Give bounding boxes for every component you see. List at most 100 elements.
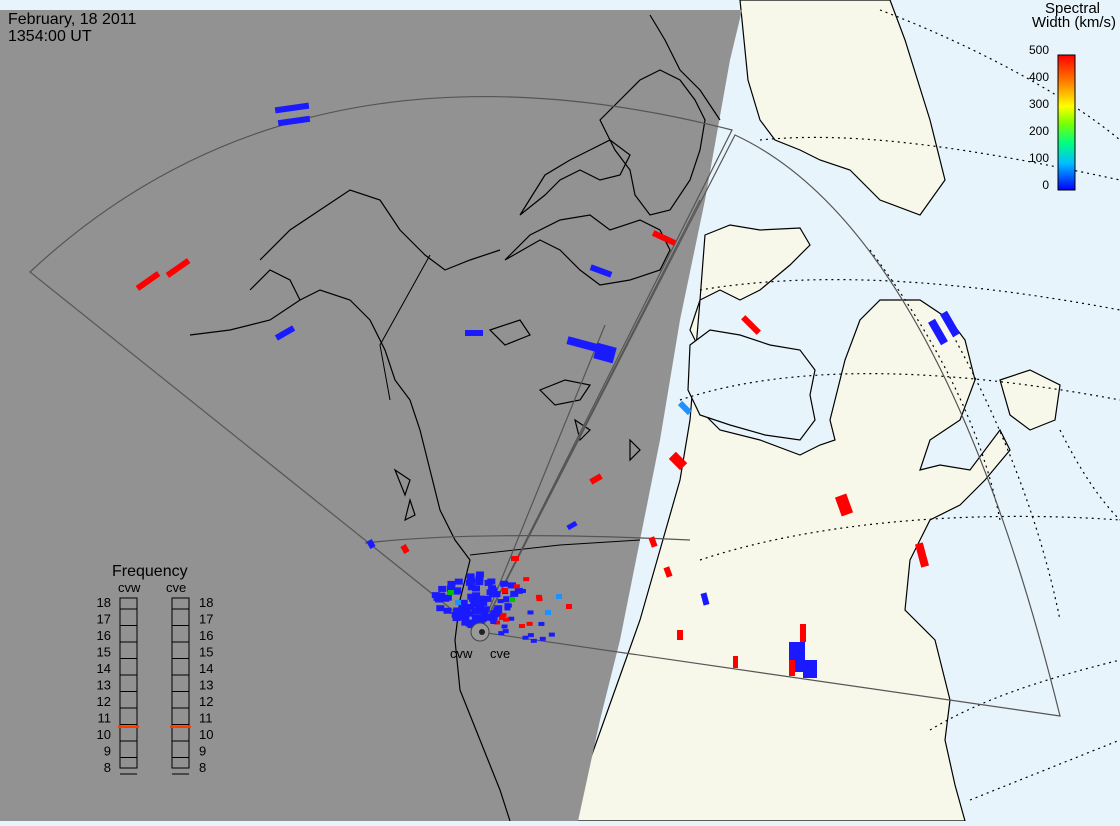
echo-cell-near	[466, 573, 475, 580]
radar-fov	[29, 96, 1061, 717]
echo-cell-east	[502, 617, 509, 622]
echo-cell	[274, 102, 310, 114]
echo-cell	[593, 342, 617, 364]
echo-cell	[277, 115, 311, 127]
echo-cell-mixed	[455, 600, 461, 605]
echo-cell-near	[510, 590, 519, 597]
echo-cell	[589, 473, 603, 485]
echo-cell-near	[454, 612, 463, 619]
frequency-level-left: 10	[97, 727, 111, 742]
echo-cell-near	[470, 601, 479, 608]
colorbar-tick-label: 300	[1029, 97, 1049, 111]
echo-cell-east	[527, 610, 534, 615]
echo-cell-near	[490, 611, 499, 618]
colorbar-tick-label: 500	[1029, 43, 1049, 57]
echo-cell-near	[503, 596, 512, 603]
echo-cell-east	[504, 606, 511, 611]
echo-cell-east	[513, 584, 520, 589]
echo-cell-east	[527, 633, 534, 638]
frequency-level-left: 15	[97, 645, 111, 660]
colorbar-title-1: Spectral	[1045, 0, 1100, 17]
echo-cell-near	[467, 577, 476, 584]
echo-cell	[566, 520, 578, 531]
echo-cell-near	[452, 588, 461, 595]
frequency-column-cve	[171, 597, 190, 769]
echo-cell-east	[498, 631, 505, 636]
echo-cell-mixed	[545, 610, 551, 615]
coastlines-night	[189, 14, 721, 822]
echo-cell-east	[518, 624, 525, 629]
echo-cell	[834, 493, 854, 517]
echo-cell-near	[507, 582, 516, 589]
echo-cell-east	[508, 616, 515, 621]
colorbar: Spectral Width (km/s) 500 400 300 200 100 0	[1029, 0, 1116, 192]
frequency-level-right: 10	[199, 727, 213, 742]
echo-cell	[366, 539, 376, 549]
echo-cell-east	[504, 603, 511, 608]
frequency-level-left: 9	[104, 744, 111, 759]
echo-cell-east	[538, 621, 545, 626]
colorbar-tick-label: 400	[1029, 70, 1049, 84]
echo-cell-near	[460, 610, 469, 617]
date-label: February, 18 2011	[8, 11, 136, 28]
echo-cell-east	[536, 597, 543, 602]
echo-cell-near	[481, 606, 490, 613]
frequency-level-left: 11	[98, 711, 112, 726]
echo-cell-mixed	[556, 594, 562, 599]
echo-cell-east	[502, 629, 509, 634]
colorbar-title-2: Width (km/s)	[1032, 14, 1116, 31]
hudson-bay	[687, 329, 816, 441]
echo-cell	[700, 592, 710, 606]
frequency-level-right: 15	[199, 645, 213, 660]
echo-cell-mixed	[509, 597, 515, 602]
echo-cell	[789, 660, 795, 676]
radar-label-cve: cve	[490, 646, 510, 661]
frequency-radar-cvw: cvw	[118, 580, 141, 595]
echo-cell-near	[436, 605, 445, 612]
echo-cell	[741, 315, 761, 335]
echo-cell	[733, 656, 738, 668]
echo-cell	[800, 624, 806, 642]
echo-cell-east	[497, 599, 504, 604]
echo-cell-east	[522, 635, 529, 640]
echo-cell	[589, 264, 613, 278]
echo-cell	[803, 660, 817, 678]
echo-cell-mixed	[566, 604, 572, 609]
time-label: 1354:00 UT	[8, 28, 92, 45]
echo-cell	[651, 230, 677, 246]
echo-cell-east	[500, 613, 507, 618]
echo-cell	[165, 258, 191, 278]
colorbar-tick-label: 100	[1029, 151, 1049, 165]
echo-cell-near	[471, 585, 480, 592]
echo-cell	[928, 318, 948, 346]
echo-cell-near	[438, 585, 447, 592]
echo-cell-mixed	[502, 588, 508, 593]
frequency-level-right: 12	[199, 694, 213, 709]
echo-cell-near	[471, 614, 480, 621]
echo-cell-near	[514, 587, 523, 594]
echo-cell-near	[478, 615, 487, 622]
echo-cell-east	[530, 638, 537, 643]
echo-cell-east	[501, 624, 508, 629]
echo-cell-east	[539, 636, 546, 641]
echo-cell	[135, 271, 161, 291]
radar-site-dot	[479, 629, 485, 635]
echo-cell-near	[474, 598, 483, 605]
echo-cell	[677, 400, 693, 416]
frequency-level-right: 9	[199, 744, 206, 759]
frequency-title: Frequency	[112, 563, 188, 580]
echo-cell-near	[472, 607, 481, 614]
frequency-level-right: 14	[199, 661, 213, 676]
frequency-level-left: 8	[104, 760, 111, 775]
echo-cell-near	[476, 603, 485, 610]
frequency-level-left: 12	[97, 694, 111, 709]
echo-cell-near	[461, 614, 470, 621]
echo-cell-near	[441, 595, 450, 602]
echo-cell-east	[526, 621, 533, 626]
frequency-level-right: 18	[199, 595, 213, 610]
echo-cell-east	[535, 594, 542, 599]
echo-cell-east	[523, 577, 530, 582]
echo-layer	[135, 102, 960, 678]
echo-cell	[915, 542, 929, 568]
